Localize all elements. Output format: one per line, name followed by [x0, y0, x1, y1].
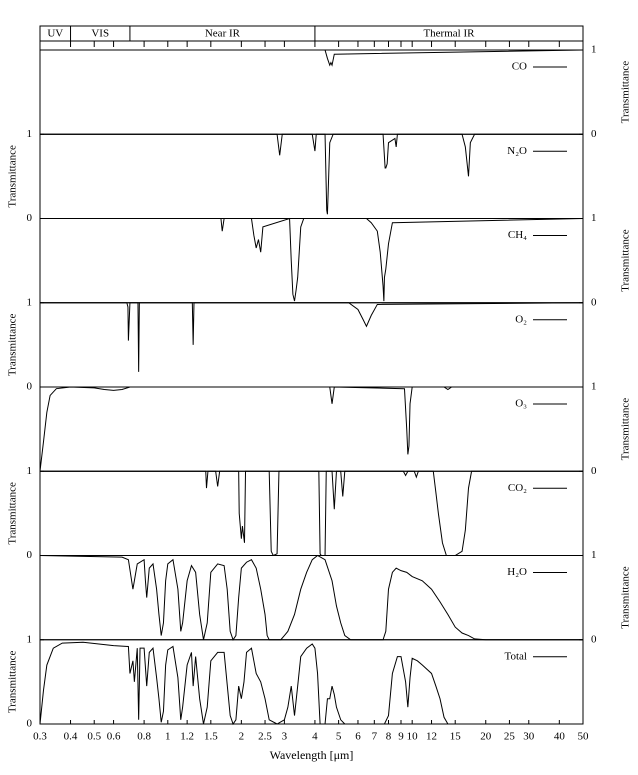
panel-frame	[39, 639, 584, 725]
transmittance-line	[39, 641, 583, 726]
legend-label: O₃	[515, 398, 527, 410]
x-tick-label: 4	[312, 731, 318, 743]
band-label: VIS	[91, 28, 109, 40]
y-tick-label: 0	[591, 128, 597, 140]
x-tick-label: 9	[398, 731, 404, 743]
panel-frame	[39, 302, 584, 388]
y-tick-label: 1	[591, 212, 597, 224]
y-tick-label: 1	[27, 633, 33, 645]
x-axis-label: Wavelength [μm]	[270, 748, 354, 762]
y-axis-label: Transmittance	[7, 650, 19, 713]
y-tick-label: 0	[27, 212, 33, 224]
x-tick-label: 50	[578, 731, 590, 743]
transmittance-line	[39, 386, 583, 472]
x-tick-label: 1.5	[204, 731, 218, 743]
band-label: UV	[47, 28, 63, 40]
x-tick-label: 6	[355, 731, 361, 743]
x-tick-label: 0.8	[137, 731, 151, 743]
x-tick-label: 3	[282, 731, 288, 743]
panel-frame	[39, 555, 584, 641]
x-tick-label: 30	[523, 731, 535, 743]
legend-label: Total	[505, 650, 527, 662]
x-tick-label: 0.6	[107, 731, 121, 743]
legend-label: N₂O	[507, 145, 527, 157]
y-tick-label: 0	[27, 381, 33, 393]
transmittance-line	[39, 554, 583, 641]
y-tick-label: 1	[27, 128, 33, 140]
legend-label: CH₄	[508, 229, 527, 241]
y-axis-label: Transmittance	[620, 398, 632, 461]
x-tick-label: 0.5	[87, 731, 101, 743]
y-tick-label: 0	[591, 633, 597, 645]
x-tick-label: 15	[450, 731, 462, 743]
y-axis-label: Transmittance	[7, 313, 19, 376]
band-label: Near IR	[205, 28, 241, 40]
transmittance-line	[40, 470, 583, 557]
x-tick-label: 7	[372, 731, 378, 743]
y-axis-label: Transmittance	[620, 61, 632, 124]
transmittance-line	[40, 302, 584, 372]
x-tick-label: 2.5	[258, 731, 272, 743]
transmittance-line	[40, 49, 584, 67]
panel-frame	[39, 133, 584, 219]
y-tick-label: 0	[27, 718, 33, 730]
x-tick-label: 10	[407, 731, 419, 743]
y-axis-label: Transmittance	[620, 229, 632, 292]
x-tick-label: 5	[336, 731, 342, 743]
x-tick-label: 12	[426, 731, 437, 743]
y-tick-label: 0	[591, 296, 597, 308]
x-tick-label: 1	[165, 731, 171, 743]
y-tick-label: 1	[591, 44, 597, 56]
panel-frame	[39, 470, 584, 556]
band-label: Thermal IR	[423, 28, 475, 40]
y-tick-label: 0	[591, 465, 597, 477]
transmittance-line	[40, 133, 583, 215]
legend-label: O₂	[515, 313, 527, 325]
y-tick-label: 1	[27, 465, 33, 477]
x-tick-label: 1.2	[180, 731, 194, 743]
x-tick-label: 25	[504, 731, 516, 743]
legend-label: H₂O	[507, 566, 527, 578]
x-tick-label: 20	[480, 731, 492, 743]
y-tick-label: 1	[591, 549, 597, 561]
x-tick-label: 8	[386, 731, 392, 743]
panel-frame	[39, 386, 584, 472]
legend-label: CO₂	[508, 482, 527, 494]
x-tick-label: 0.4	[64, 731, 78, 743]
panel-frame	[39, 218, 584, 304]
y-tick-label: 1	[27, 296, 33, 308]
y-tick-label: 1	[591, 381, 597, 393]
band-row-frame	[39, 25, 584, 51]
panel-frame	[39, 49, 584, 135]
y-axis-label: Transmittance	[620, 566, 632, 629]
y-tick-label: 0	[27, 549, 33, 561]
y-axis-label: Transmittance	[7, 482, 19, 545]
y-axis-label: Transmittance	[7, 145, 19, 208]
legend-label: CO	[512, 61, 527, 73]
x-tick-label: 0.3	[33, 731, 47, 743]
x-tick-label: 2	[239, 731, 245, 743]
x-tick-label: 40	[554, 731, 566, 743]
transmittance-line	[40, 217, 584, 302]
